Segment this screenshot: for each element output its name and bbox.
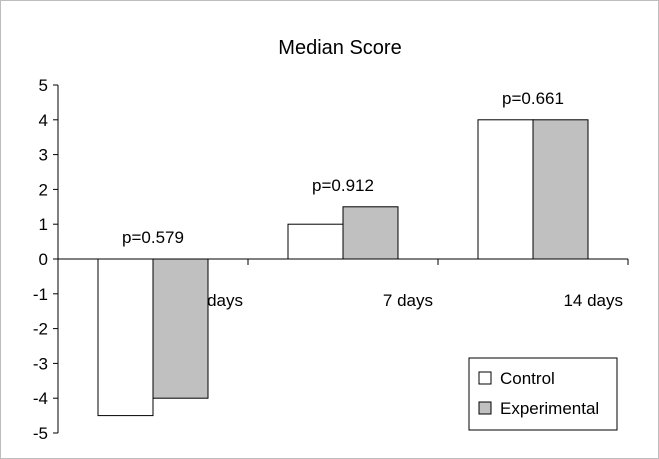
bar-control bbox=[287, 223, 344, 260]
chart-title: Median Score bbox=[278, 37, 401, 59]
y-tick-label: 1 bbox=[39, 215, 48, 234]
bar-control bbox=[97, 258, 154, 417]
y-tick-label: -3 bbox=[33, 354, 48, 373]
y-tick-label: 4 bbox=[39, 111, 48, 130]
x-category-label: 7 days bbox=[383, 291, 433, 310]
y-tick-label: -1 bbox=[33, 285, 48, 304]
y-axis: 5 4 3 2 1 0 -1 -2 -3 -4 -5 bbox=[33, 76, 59, 443]
legend-swatch-experimental bbox=[478, 401, 492, 415]
legend-label-control: Control bbox=[500, 369, 555, 388]
y-tick-label: -5 bbox=[33, 424, 48, 443]
y-tick-label: -2 bbox=[33, 320, 48, 339]
bars bbox=[97, 119, 589, 417]
p-value-label: p=0.661 bbox=[502, 89, 564, 108]
bar-experimental bbox=[532, 119, 589, 260]
legend: Control Experimental bbox=[468, 357, 618, 431]
bar-experimental bbox=[152, 258, 209, 399]
legend-label-experimental: Experimental bbox=[500, 399, 599, 418]
y-tick-label: 0 bbox=[39, 250, 48, 269]
legend-swatch-control bbox=[478, 371, 492, 385]
y-tick-label: 3 bbox=[39, 146, 48, 165]
y-tick-label: 2 bbox=[39, 180, 48, 199]
y-tick-label: -4 bbox=[33, 389, 48, 408]
p-value-label: p=0.579 bbox=[122, 228, 184, 247]
p-value-label: p=0.912 bbox=[312, 176, 374, 195]
bar-control bbox=[477, 119, 534, 260]
bar-experimental bbox=[342, 206, 399, 260]
legend-box bbox=[468, 357, 618, 431]
x-category-label: 14 days bbox=[563, 291, 623, 310]
p-value-annotations: p=0.579 p=0.912 p=0.661 bbox=[122, 89, 564, 247]
y-tick-label: 5 bbox=[39, 76, 48, 95]
